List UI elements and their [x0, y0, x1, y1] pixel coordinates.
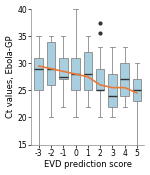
Y-axis label: Ct values, Ebola-GP: Ct values, Ebola-GP	[6, 36, 15, 118]
PathPatch shape	[34, 58, 43, 90]
X-axis label: EVD prediction score: EVD prediction score	[44, 160, 132, 169]
PathPatch shape	[133, 79, 141, 101]
PathPatch shape	[59, 58, 68, 79]
PathPatch shape	[47, 41, 55, 85]
PathPatch shape	[96, 69, 104, 90]
PathPatch shape	[108, 74, 117, 107]
PathPatch shape	[120, 63, 129, 96]
PathPatch shape	[84, 52, 92, 90]
PathPatch shape	[71, 58, 80, 90]
